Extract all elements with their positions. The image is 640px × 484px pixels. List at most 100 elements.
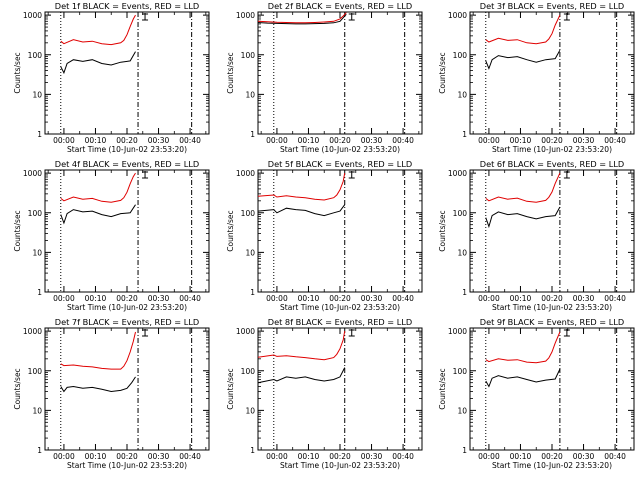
series-lld xyxy=(485,331,561,364)
y-tick-label: 1000 xyxy=(236,11,255,20)
y-tick-label: 100 xyxy=(241,367,256,376)
y-tick-label: 10 xyxy=(457,248,467,257)
chart-title: Det 8f BLACK = Events, RED = LLD xyxy=(268,317,412,327)
x-tick-label: 00:20 xyxy=(541,136,563,145)
x-tick-label: 00:00 xyxy=(478,294,500,303)
x-tick-label: 00:00 xyxy=(53,452,75,461)
x-tick-label: 00:20 xyxy=(116,136,138,145)
y-tick-label: 1000 xyxy=(236,169,255,178)
x-tick-label: 00:10 xyxy=(510,452,532,461)
y-axis-label: Counts/sec xyxy=(226,368,235,409)
x-tick-label: 00:30 xyxy=(573,136,595,145)
y-tick-label: 100 xyxy=(453,51,468,60)
y-axis-label: Counts/sec xyxy=(13,368,22,409)
y-axis-label: Counts/sec xyxy=(438,210,447,251)
x-axis-label: Start Time (10-Jun-02 23:53:20) xyxy=(492,303,612,312)
y-tick-label: 1000 xyxy=(448,169,467,178)
y-axis-label: Counts/sec xyxy=(226,52,235,93)
x-tick-label: 00:40 xyxy=(604,452,626,461)
y-tick-label: 1000 xyxy=(23,169,42,178)
panel-2: Det 2f BLACK = Events, RED = LLD 1 10 100 10… xyxy=(226,1,423,154)
series-lld xyxy=(257,331,346,361)
x-tick-label: 00:20 xyxy=(329,294,351,303)
y-tick-label: 1 xyxy=(37,130,42,139)
x-tick-label: 00:40 xyxy=(604,136,626,145)
chart-title: Det 7f BLACK = Events, RED = LLD xyxy=(55,317,199,327)
x-axis-label: Start Time (10-Jun-02 23:53:20) xyxy=(280,145,400,154)
y-axis-label: Counts/sec xyxy=(438,368,447,409)
series-events xyxy=(257,204,346,217)
x-tick-label: 00:30 xyxy=(573,294,595,303)
x-tick-label: 00:20 xyxy=(541,294,563,303)
series-lld xyxy=(60,14,136,46)
y-tick-label: 100 xyxy=(241,51,256,60)
y-tick-label: 100 xyxy=(28,209,43,218)
x-axis-label: Start Time (10-Jun-02 23:53:20) xyxy=(280,461,400,470)
x-axis-label: Start Time (10-Jun-02 23:53:20) xyxy=(280,303,400,312)
x-tick-label: 00:30 xyxy=(573,452,595,461)
y-tick-label: 100 xyxy=(28,51,43,60)
y-tick-label: 100 xyxy=(453,367,468,376)
x-tick-label: 00:00 xyxy=(266,294,288,303)
panel-1: Det 1f BLACK = Events, RED = LLD 1 10 100 10… xyxy=(13,1,210,154)
chart-title: Det 3f BLACK = Events, RED = LLD xyxy=(480,1,624,11)
x-tick-label: 00:10 xyxy=(510,136,532,145)
x-tick-label: 00:00 xyxy=(266,136,288,145)
x-tick-label: 00:00 xyxy=(478,452,500,461)
series-lld xyxy=(60,331,136,370)
x-tick-label: 00:20 xyxy=(329,452,351,461)
x-tick-label: 00:00 xyxy=(266,452,288,461)
x-tick-label: 00:10 xyxy=(298,136,320,145)
x-tick-label: 00:40 xyxy=(392,136,414,145)
y-axis-label: Counts/sec xyxy=(226,210,235,251)
series-lld xyxy=(485,172,561,203)
x-axis-label: Start Time (10-Jun-02 23:53:20) xyxy=(492,461,612,470)
y-tick-label: 1 xyxy=(462,446,467,455)
x-axis-label: Start Time (10-Jun-02 23:53:20) xyxy=(67,303,187,312)
y-tick-label: 10 xyxy=(245,406,255,415)
x-tick-label: 00:00 xyxy=(53,294,75,303)
x-tick-label: 00:00 xyxy=(478,136,500,145)
x-tick-label: 00:10 xyxy=(298,294,320,303)
series-lld xyxy=(485,14,561,45)
x-tick-label: 00:40 xyxy=(604,294,626,303)
series-lld xyxy=(257,173,346,201)
y-tick-label: 100 xyxy=(453,209,468,218)
panel-3: Det 3f BLACK = Events, RED = LLD 1 10 100 10… xyxy=(438,1,635,154)
series-events xyxy=(485,368,561,388)
y-tick-label: 1000 xyxy=(236,327,255,336)
series-events xyxy=(60,376,136,393)
x-tick-label: 00:30 xyxy=(148,294,170,303)
chart-title: Det 2f BLACK = Events, RED = LLD xyxy=(268,1,412,11)
panel-8: Det 8f BLACK = Events, RED = LLD 1 10 100 10… xyxy=(226,317,423,470)
y-tick-label: 10 xyxy=(457,90,467,99)
x-tick-label: 00:10 xyxy=(85,294,107,303)
chart-title: Det 1f BLACK = Events, RED = LLD xyxy=(55,1,199,11)
x-axis-label: Start Time (10-Jun-02 23:53:20) xyxy=(492,145,612,154)
x-tick-label: 00:10 xyxy=(298,452,320,461)
x-tick-label: 00:40 xyxy=(179,136,201,145)
x-tick-label: 00:30 xyxy=(148,452,170,461)
y-tick-label: 1000 xyxy=(448,327,467,336)
y-tick-label: 100 xyxy=(28,367,43,376)
x-tick-label: 00:30 xyxy=(361,294,383,303)
panel-6: Det 6f BLACK = Events, RED = LLD 1 10 100 10… xyxy=(438,159,635,312)
series-events xyxy=(60,204,136,225)
y-tick-label: 10 xyxy=(32,248,42,257)
y-tick-label: 10 xyxy=(32,90,42,99)
series-events xyxy=(257,13,347,25)
y-tick-label: 1 xyxy=(462,130,467,139)
series-lld xyxy=(60,172,136,203)
chart-title: Det 6f BLACK = Events, RED = LLD xyxy=(480,159,624,169)
chart-title: Det 4f BLACK = Events, RED = LLD xyxy=(55,159,199,169)
x-tick-label: 00:00 xyxy=(53,136,75,145)
y-tick-label: 10 xyxy=(245,248,255,257)
y-tick-label: 10 xyxy=(245,90,255,99)
x-tick-label: 00:30 xyxy=(361,452,383,461)
y-tick-label: 1 xyxy=(250,130,255,139)
series-events xyxy=(60,51,136,75)
x-tick-label: 00:20 xyxy=(329,136,351,145)
y-tick-label: 1000 xyxy=(23,11,42,20)
